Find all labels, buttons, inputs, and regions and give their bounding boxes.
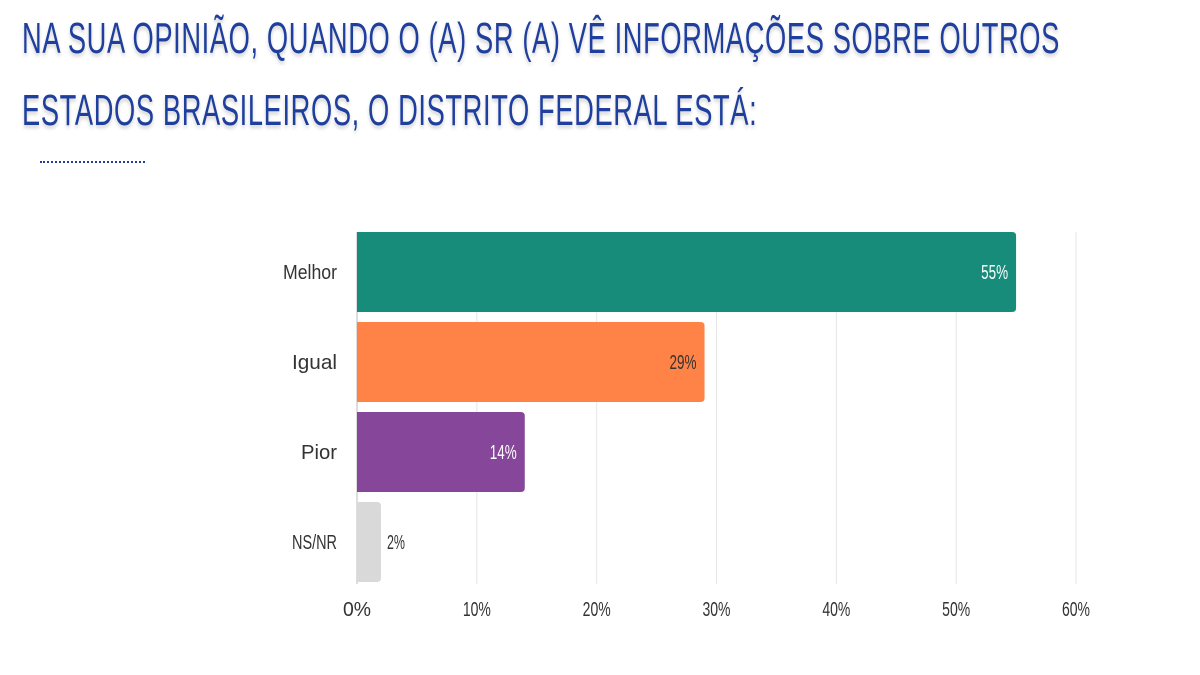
- y-category-label: NS/NR: [292, 532, 337, 554]
- y-category-label: Pior: [301, 442, 337, 464]
- x-tick-label: 40%: [822, 599, 850, 621]
- bar-ns-nr: [357, 502, 381, 582]
- data-label: 55%: [981, 262, 1008, 284]
- x-tick-label: 30%: [703, 599, 731, 621]
- bar-igual: [357, 322, 705, 402]
- x-tick-label: 20%: [583, 599, 611, 621]
- bar-melhor: [357, 232, 1017, 312]
- x-tick-label: 0%: [343, 599, 371, 621]
- title-line-2: ESTADOS BRASILEIROS, O DISTRITO FEDERAL …: [22, 86, 758, 135]
- title-line-1: NA SUA OPINIÃO, QUANDO O (A) SR (A) VÊ I…: [22, 14, 1060, 63]
- data-label: 29%: [670, 352, 697, 374]
- x-tick-label: 50%: [942, 599, 970, 621]
- decorative-dotted-line: [40, 161, 145, 163]
- x-tick-label: 10%: [463, 599, 491, 621]
- data-label: 2%: [387, 532, 405, 554]
- y-category-label: Melhor: [283, 262, 337, 284]
- bar-pior: [357, 412, 525, 492]
- x-tick-label: 60%: [1062, 599, 1090, 621]
- data-label: 14%: [490, 442, 517, 464]
- y-category-label: Igual: [292, 352, 337, 374]
